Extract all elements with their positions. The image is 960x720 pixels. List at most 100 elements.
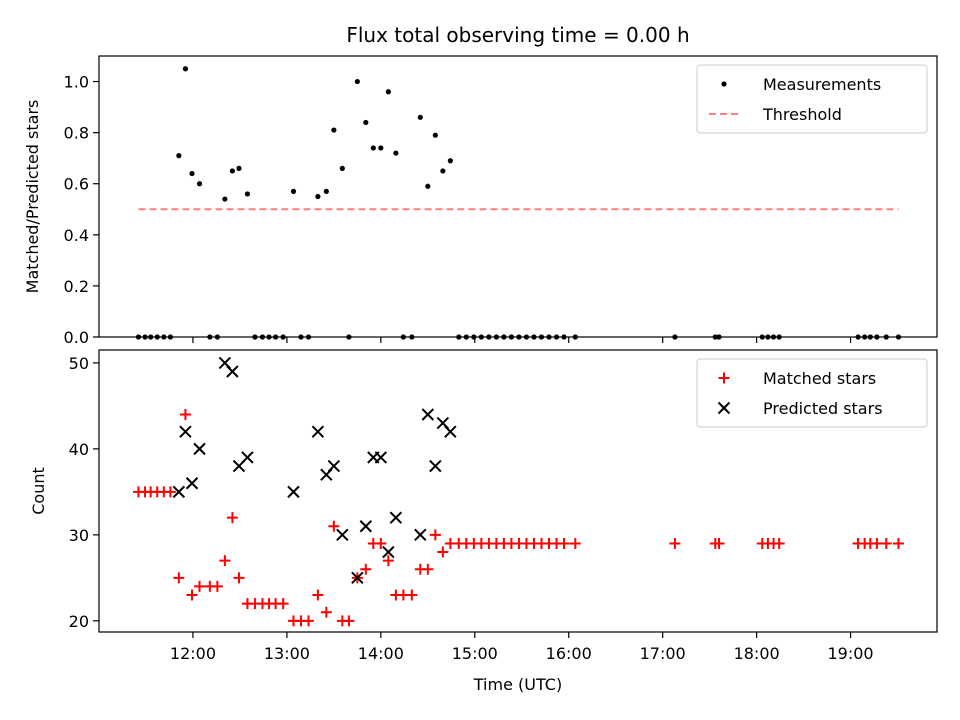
measurement-point (538, 334, 545, 340)
matched-star-point (871, 537, 883, 549)
measurement-point (456, 334, 462, 340)
predicted-star-point (241, 451, 254, 464)
measurement-point (508, 334, 515, 340)
measurement-point (776, 334, 782, 340)
predicted-star-point (193, 442, 206, 456)
measurement-point (305, 334, 312, 340)
measurement-point (759, 334, 765, 340)
measurement-point (486, 334, 492, 340)
y-tick-label: 1.0 (64, 73, 89, 92)
measurement-point (874, 334, 880, 340)
matched-star-point (713, 537, 725, 549)
matched-star-point (382, 555, 394, 567)
measurement-point (378, 145, 384, 151)
measurement-point (553, 334, 560, 340)
matched-star-point (303, 615, 314, 627)
x-tick-label: 15:00 (452, 644, 498, 663)
count-panel-marks (132, 356, 904, 627)
measurement-point (883, 334, 889, 340)
measurement-point (765, 334, 771, 340)
matched-star-point (360, 563, 372, 575)
measurement-point (432, 132, 438, 138)
x-tick-label: 17:00 (640, 644, 686, 663)
y-tick-label: 50 (69, 354, 89, 373)
measurement-point (895, 334, 902, 340)
matched-star-point (179, 408, 191, 420)
count-panel-legend: Matched stars Predicted stars (696, 358, 928, 428)
ratio-panel: 0.0 0.2 0.4 0.6 0.8 1.0 Matched/Predicted sta… (23, 55, 938, 347)
measurement-point (463, 334, 469, 340)
legend-marker (717, 401, 731, 415)
matched-star-point (406, 589, 418, 601)
predicted-star-point (389, 511, 403, 524)
y-tick-label: 0.6 (64, 175, 89, 194)
matched-star-point (437, 546, 449, 558)
count-panel: 12:00 13:00 14:00 15:00 16:00 17:00 18:00 19:00… (29, 349, 938, 663)
predicted-star-point (287, 485, 300, 499)
measurement-point (409, 334, 415, 340)
predicted-star-point (444, 425, 457, 438)
matched-star-point (422, 563, 434, 575)
measurement-point (400, 334, 406, 340)
matched-star-point (277, 598, 289, 610)
predicted-star-point (374, 451, 388, 464)
x-tick-label: 13:00 (264, 644, 310, 663)
legend-box (696, 64, 928, 134)
measurement-point (862, 334, 868, 340)
count-panel-frame (98, 349, 938, 633)
measurement-point (855, 334, 861, 340)
measurement-point (161, 334, 167, 340)
matched-star-point (312, 589, 324, 601)
measurement-point (290, 188, 297, 194)
measurement-point (229, 168, 236, 174)
measurement-point (516, 334, 522, 340)
measurement-point (207, 334, 213, 340)
measurement-point (672, 334, 678, 340)
x-tick-label: 16:00 (546, 644, 592, 663)
measurement-point (523, 334, 530, 340)
measurement-point (478, 334, 484, 340)
matched-star-point (773, 537, 785, 549)
y-tick-label: 40 (69, 440, 89, 459)
measurement-point (471, 334, 477, 340)
measurement-point (266, 334, 272, 340)
legend-entry-label: Measurements (763, 75, 881, 94)
x-tick-label: 18:00 (734, 644, 780, 663)
y-tick-label: 0.0 (64, 328, 89, 347)
measurement-point (370, 145, 376, 151)
matched-star-point (669, 537, 681, 549)
predicted-star-point (172, 485, 186, 499)
measurement-point (259, 334, 266, 340)
measurement-point (440, 168, 446, 174)
matched-star-point (226, 512, 238, 524)
matched-star-point (173, 572, 185, 584)
x-axis-label: Time (UTC) (473, 675, 562, 694)
predicted-star-point (414, 528, 427, 542)
legend-marker (718, 372, 730, 384)
measurement-point (222, 196, 228, 202)
ratio-panel-legend: Measurements Threshold (696, 64, 928, 134)
measurement-point (154, 334, 160, 340)
measurement-point (770, 334, 777, 340)
matched-star-point (880, 537, 892, 549)
predicted-star-point (311, 425, 325, 438)
measurement-point (425, 183, 431, 189)
matched-star-point (194, 580, 206, 592)
measurement-point (716, 334, 722, 340)
measurement-point (417, 114, 423, 120)
matched-star-point (892, 537, 904, 549)
y-tick-label: 0.2 (64, 277, 89, 296)
measurement-point (501, 334, 507, 340)
measurement-point (176, 153, 182, 159)
count-panel-y-axis-label: Count (29, 467, 48, 515)
measurement-point (546, 334, 552, 340)
measurement-point (363, 119, 369, 126)
y-tick-label: 30 (69, 526, 89, 545)
measurement-point (182, 66, 189, 72)
y-tick-label: 20 (69, 612, 89, 631)
measurement-point (252, 334, 258, 340)
x-tick-label: 12:00 (170, 644, 216, 663)
predicted-star-point (185, 477, 199, 490)
ratio-panel-y-axis-label: Matched/Predicted stars (23, 100, 42, 294)
measurement-point (447, 158, 453, 164)
